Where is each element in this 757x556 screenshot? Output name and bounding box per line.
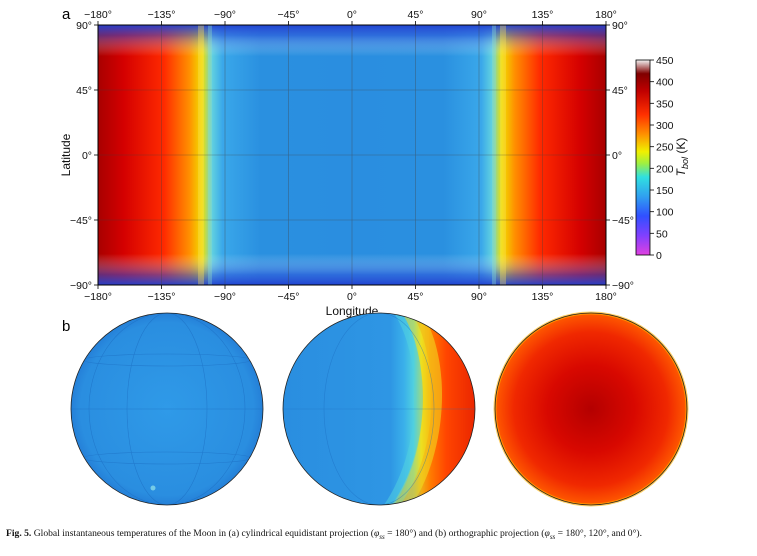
panel-a-label: a xyxy=(62,6,71,23)
globe-phi-0 xyxy=(493,311,689,507)
colorbar-tick: 350 xyxy=(656,98,674,110)
lon-tick: 0° xyxy=(347,291,357,303)
globe-phi-120 xyxy=(282,312,476,506)
map-tick-marks xyxy=(94,21,610,289)
lat-tick: −45° xyxy=(70,215,92,227)
lon-ticks-bottom: −180° −135° −90° −45° 0° 45° 90° 135° 18… xyxy=(84,291,617,303)
colorbar-tick: 50 xyxy=(656,228,668,240)
lat-tick: −90° xyxy=(70,280,92,292)
globe-1-outline xyxy=(70,312,264,506)
colorbar: 450 400 350 300 250 200 150 100 50 0 Tbo… xyxy=(635,55,690,262)
lat-tick: 45° xyxy=(612,85,628,97)
colorbar-tick: 300 xyxy=(656,120,674,132)
lon-tick: −90° xyxy=(214,291,236,303)
panel-b-label: b xyxy=(62,318,70,335)
globe-1-crater xyxy=(150,485,156,491)
caption-subscript: ss xyxy=(549,532,556,541)
lon-tick: 180° xyxy=(595,291,617,303)
caption-text: = 180°, 120°, and 0°). xyxy=(555,528,642,539)
colorbar-tick: 100 xyxy=(656,207,674,219)
lon-tick: 0° xyxy=(347,9,357,21)
colorbar-label-unit: (K) xyxy=(674,138,688,157)
lat-tick: 0° xyxy=(82,150,92,162)
colorbar-tick: 200 xyxy=(656,163,674,175)
lon-tick: 45° xyxy=(408,9,424,21)
colorbar-tick-marks xyxy=(650,59,654,256)
lon-tick: 45° xyxy=(408,291,424,303)
lon-tick: −45° xyxy=(277,291,299,303)
colorbar-tick: 0 xyxy=(656,250,662,262)
caption-text: = 180°) and (b) orthographic projection … xyxy=(384,528,545,539)
lon-tick: −180° xyxy=(84,9,112,21)
lon-tick: 90° xyxy=(471,291,487,303)
lon-ticks-top: −180° −135° −90° −45° 0° 45° 90° 135° 18… xyxy=(84,9,617,21)
colorbar-label: Tbol (K) xyxy=(674,138,690,177)
colorbar-tick: 150 xyxy=(656,185,674,197)
lat-tick: −45° xyxy=(612,215,634,227)
lon-tick: −135° xyxy=(148,9,176,21)
caption-text: Global instantaneous temperatures of the… xyxy=(31,528,374,539)
lon-tick: 135° xyxy=(532,291,554,303)
globe-3-outline xyxy=(494,312,688,506)
colorbar-label-symbol: T xyxy=(674,167,688,176)
colorbar-tick: 450 xyxy=(656,55,674,67)
lat-ticks-right: 90° 45° 0° −45° −90° xyxy=(612,20,634,292)
lat-tick: 0° xyxy=(612,150,622,162)
lat-tick: 45° xyxy=(76,85,92,97)
lon-tick: 135° xyxy=(532,9,554,21)
lon-tick: −135° xyxy=(148,291,176,303)
colorbar-gradient xyxy=(635,59,651,256)
lat-tick: 90° xyxy=(612,20,628,32)
colorbar-tick: 250 xyxy=(656,142,674,154)
colorbar-tick: 400 xyxy=(656,77,674,89)
colorbar-label-subscript: bol xyxy=(680,156,690,169)
lon-tick: −90° xyxy=(214,9,236,21)
globe-2-outline xyxy=(282,312,476,506)
caption-symbol: φ xyxy=(373,528,380,539)
caption-subscript: ss xyxy=(379,532,385,541)
lat-ticks-left: 90° 45° 0° −45° −90° xyxy=(70,20,92,292)
map-graticule xyxy=(98,25,606,285)
globe-2-graticule xyxy=(283,313,475,505)
globe-3-disk xyxy=(495,313,687,505)
lat-tick: 90° xyxy=(76,20,92,32)
temperature-map: −180° −135° −90° −45° 0° 45° 90° 135° 18… xyxy=(59,9,634,318)
lon-tick: −45° xyxy=(277,9,299,21)
lat-tick: −90° xyxy=(612,280,634,292)
lon-tick: −180° xyxy=(84,291,112,303)
y-axis-label: Latitude xyxy=(59,133,73,176)
lon-tick: 180° xyxy=(595,9,617,21)
lon-tick: 90° xyxy=(471,9,487,21)
figure-caption: Fig. 5. Global instantaneous temperature… xyxy=(6,528,754,543)
caption-symbol: φ xyxy=(544,528,550,539)
caption-fig-number: Fig. 5. xyxy=(6,528,32,539)
globe-phi-180 xyxy=(70,312,264,506)
